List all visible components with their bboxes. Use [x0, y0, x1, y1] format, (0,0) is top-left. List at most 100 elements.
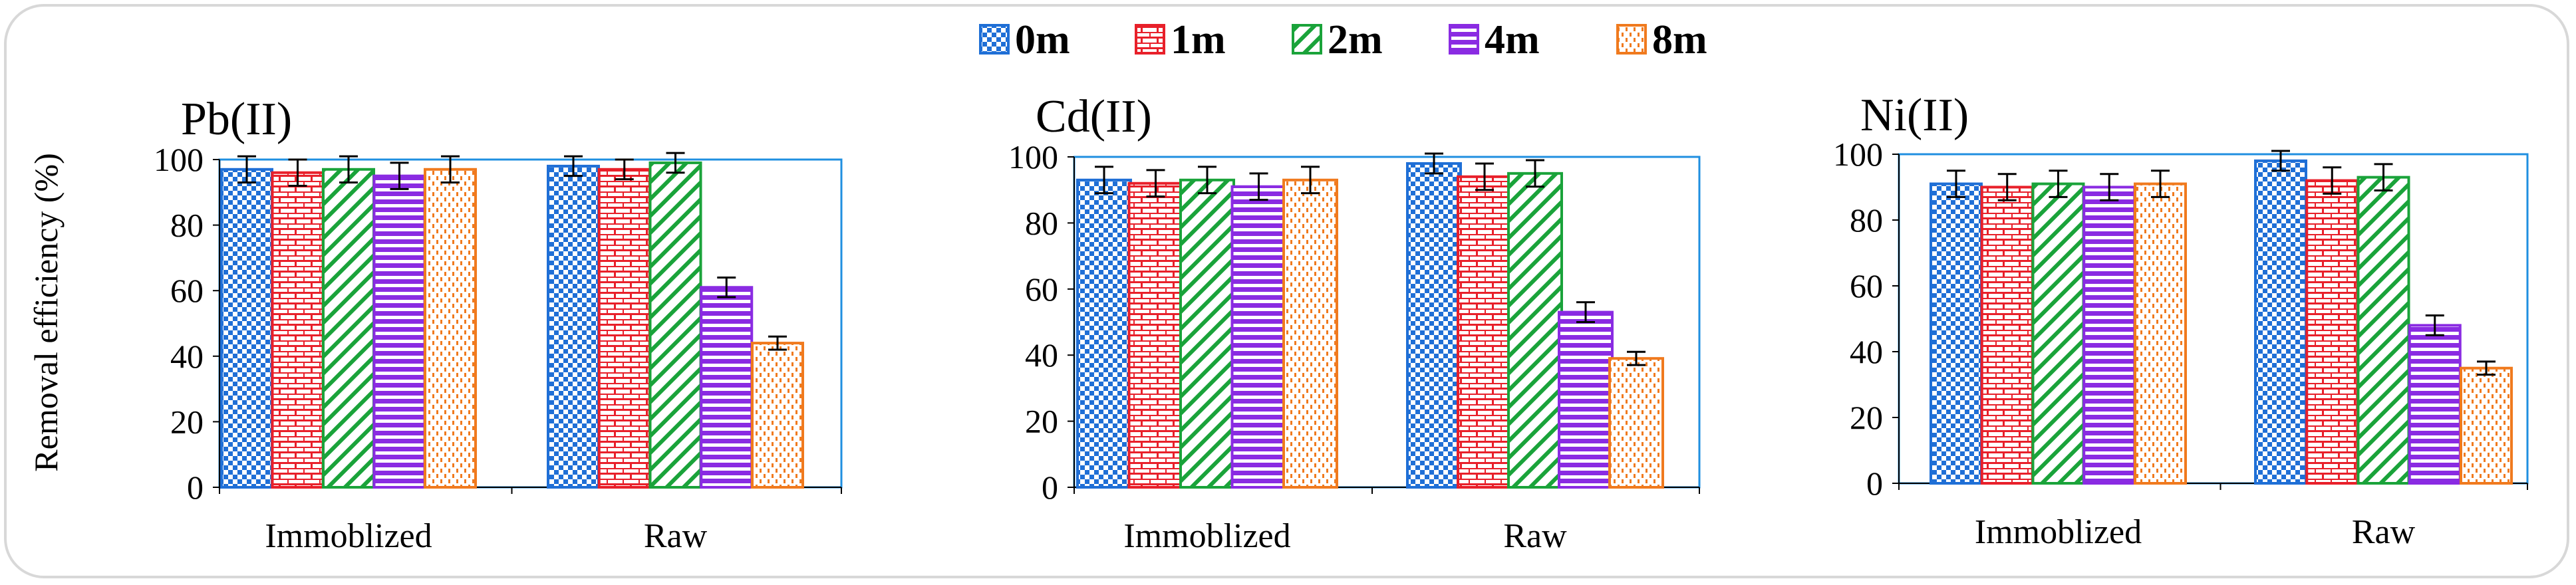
bar-cd-ii-raw-2m	[1507, 172, 1563, 489]
panel-ni-ii: Ni(II) 0 20 40 60 80 100 Immoblized Raw	[1833, 90, 2529, 551]
bar-ni-ii-raw-4m	[2408, 324, 2462, 485]
bar-cd-ii-immoblized-2m	[1179, 178, 1235, 489]
y-tick-label: 60	[1850, 267, 1883, 304]
bar-pb-ii-immoblized-2m	[322, 168, 375, 489]
error-bar	[1526, 159, 1544, 188]
bar-ni-ii-raw-0m	[2254, 159, 2307, 485]
bar-cd-ii-immoblized-1m	[1127, 181, 1184, 489]
error-bar	[666, 152, 685, 174]
error-bar	[1947, 170, 1965, 198]
error-bar	[717, 276, 736, 298]
y-axis-label: Removal efficiency (%)	[27, 153, 65, 471]
y-tick-label: 60	[1025, 271, 1058, 308]
y-tick-label: 40	[1025, 336, 1058, 374]
bar-ni-ii-immoblized-0m	[1930, 182, 1983, 485]
bar-cd-ii-raw-1m	[1457, 175, 1512, 489]
y-tick-label: 0	[1866, 465, 1883, 502]
legend-label: 1m	[1171, 17, 1226, 62]
bar-pb-ii-immoblized-8m	[424, 168, 477, 489]
bar-cd-ii-raw-4m	[1558, 310, 1614, 489]
panel-title: Pb(II)	[181, 94, 292, 145]
error-bar	[1198, 166, 1216, 195]
bar-cd-ii-immoblized-8m	[1282, 178, 1338, 489]
bar-ni-ii-immoblized-8m	[2134, 182, 2187, 485]
legend-swatch	[1135, 24, 1165, 55]
bar-cd-ii-immoblized-4m	[1230, 185, 1287, 489]
bar-ni-ii-immoblized-2m	[2031, 182, 2085, 485]
panel-cd-ii: Cd(II) 0 20 40 60 80 100 Immoblized Raw	[1008, 91, 1701, 555]
y-tick-label: 40	[1850, 333, 1883, 370]
error-bar	[2100, 173, 2119, 201]
error-bar	[615, 158, 634, 181]
x-category-label: Immoblized	[1123, 517, 1290, 555]
x-category-label: Raw	[644, 517, 708, 555]
panel-title: Cd(II)	[1036, 91, 1152, 142]
error-bar	[339, 155, 358, 184]
error-bar	[1095, 166, 1113, 195]
legend-swatch	[979, 24, 1010, 55]
error-bar	[2477, 360, 2496, 376]
panel-title: Ni(II)	[1860, 90, 1969, 141]
bar-pb-ii-raw-8m	[751, 342, 804, 489]
legend-label: 0m	[1015, 17, 1070, 62]
error-bar	[1475, 162, 1494, 191]
y-tick-label: 80	[1025, 204, 1058, 241]
bar-cd-ii-raw-8m	[1608, 357, 1664, 489]
error-bar	[390, 162, 409, 190]
bar-pb-ii-immoblized-0m	[220, 168, 273, 489]
error-bar	[1249, 172, 1268, 201]
bar-pb-ii-immoblized-4m	[372, 174, 426, 489]
bar-cd-ii-immoblized-0m	[1076, 178, 1132, 489]
error-bar	[441, 155, 460, 184]
error-bar	[1425, 152, 1443, 175]
y-tick-label: 40	[170, 338, 204, 375]
y-tick-label: 20	[1025, 403, 1058, 440]
legend-label: 4m	[1485, 17, 1540, 62]
y-tick-label: 80	[170, 207, 204, 244]
legend-swatch	[1292, 24, 1322, 55]
error-bar	[564, 155, 583, 177]
y-tick-label: 100	[1833, 136, 1883, 173]
error-bar	[1576, 301, 1595, 323]
figure-frame	[4, 4, 2569, 578]
legend-item-1m: 1m	[1135, 17, 1226, 62]
x-category-label: Raw	[2352, 513, 2416, 551]
y-tick-label: 20	[1850, 399, 1883, 436]
legend-item-0m: 0m	[979, 17, 1070, 62]
error-bar	[1997, 173, 2017, 201]
error-bar	[237, 155, 256, 184]
y-tick-label: 20	[170, 403, 204, 440]
x-category-label: Raw	[1503, 517, 1567, 555]
panel-pb-ii: Pb(II) 0 20 40 60 80 100 Immoblized Raw	[154, 94, 843, 555]
y-tick-label: 100	[154, 141, 204, 178]
x-category-label: Immoblized	[1975, 513, 2142, 551]
bar-pb-ii-raw-1m	[597, 168, 651, 489]
error-bar	[2374, 163, 2393, 191]
legend-swatch	[1449, 24, 1479, 55]
legend: 0m 1m 2m 4m 8m	[979, 17, 1707, 62]
bar-ni-ii-immoblized-1m	[1980, 185, 2034, 485]
error-bar	[288, 158, 307, 187]
legend-item-8m: 8m	[1616, 17, 1707, 62]
bar-pb-ii-immoblized-1m	[271, 171, 325, 489]
y-tick-label: 80	[1850, 201, 1883, 239]
error-bar	[1301, 166, 1320, 195]
legend-label: 8m	[1652, 17, 1707, 62]
bar-ni-ii-immoblized-4m	[2082, 185, 2136, 485]
chart-panels: Pb(II) 0 20 40 60 80 100 Immoblized Raw Cd(II) 0 20…	[154, 90, 2529, 555]
error-bar	[2425, 314, 2444, 336]
bar-cd-ii-raw-0m	[1406, 162, 1462, 489]
error-bar	[768, 335, 787, 351]
legend-label: 2m	[1328, 17, 1383, 62]
y-tick-label: 100	[1008, 138, 1058, 176]
legend-item-2m: 2m	[1292, 17, 1383, 62]
bar-pb-ii-raw-2m	[648, 161, 702, 489]
error-bar	[2323, 166, 2342, 195]
bar-ni-ii-raw-2m	[2357, 176, 2410, 485]
error-bar	[2271, 150, 2290, 172]
error-bar	[1146, 169, 1165, 198]
error-bar	[2151, 170, 2170, 198]
bar-pb-ii-raw-4m	[700, 286, 754, 489]
error-bar	[2049, 170, 2068, 198]
